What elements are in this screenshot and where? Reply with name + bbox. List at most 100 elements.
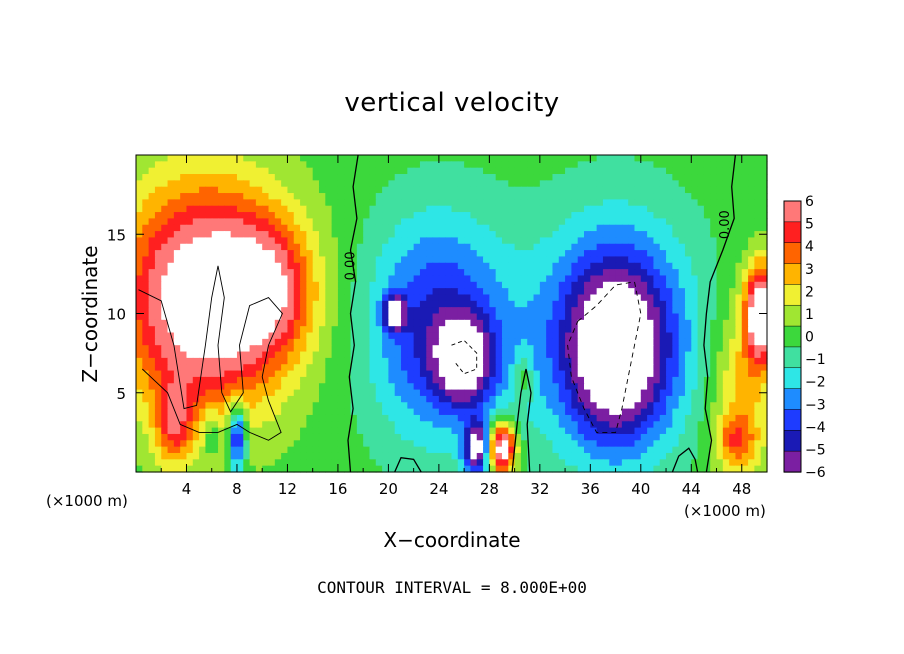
heat-cell	[413, 155, 421, 162]
heat-cell	[363, 218, 371, 226]
heat-cell	[224, 307, 232, 315]
heat-cell	[602, 193, 610, 200]
heat-cell	[230, 345, 238, 353]
heat-cell	[716, 319, 724, 327]
heat-cell	[653, 300, 661, 308]
heat-cell	[666, 376, 673, 384]
heat-cell	[325, 186, 333, 194]
heat-cell	[527, 212, 535, 219]
heat-cell	[388, 389, 396, 397]
heat-cell	[546, 307, 554, 315]
heat-cell	[293, 288, 301, 296]
heat-cell	[382, 345, 389, 353]
heat-cell	[173, 440, 181, 448]
heat-cell	[142, 237, 150, 245]
heat-cell	[653, 212, 661, 219]
heat-cell	[369, 345, 377, 353]
heat-cell	[230, 224, 238, 232]
heat-cell	[722, 212, 730, 219]
heat-cell	[508, 300, 516, 308]
heat-cell	[602, 440, 610, 448]
heat-cell	[249, 446, 257, 454]
heat-cell	[464, 231, 472, 239]
heat-cell	[148, 307, 156, 315]
heat-cell	[520, 440, 528, 448]
heat-cell	[470, 433, 478, 441]
heat-cell	[136, 161, 143, 169]
heat-cell	[445, 250, 453, 258]
heat-cell	[438, 446, 446, 454]
heat-cell	[407, 167, 415, 175]
heat-cell	[413, 326, 421, 334]
heat-cell	[426, 307, 434, 315]
heat-cell	[413, 345, 421, 353]
heat-cell	[678, 376, 686, 384]
heat-cell	[546, 294, 554, 302]
heat-cell	[148, 383, 156, 391]
heat-cell	[432, 199, 440, 207]
heat-cell	[634, 212, 642, 219]
heat-cell	[173, 332, 181, 340]
heat-cell	[552, 294, 560, 302]
heat-cell	[293, 402, 301, 410]
heat-cell	[697, 300, 705, 308]
heat-cell	[413, 307, 421, 315]
heat-cell	[501, 186, 509, 194]
heat-cell	[691, 357, 699, 365]
heat-cell	[697, 205, 705, 213]
heat-cell	[495, 262, 503, 270]
heat-cell	[312, 155, 320, 162]
heat-cell	[180, 345, 188, 353]
heat-cell	[520, 402, 528, 410]
heat-cell	[621, 427, 629, 435]
heat-cell	[539, 275, 547, 283]
heat-cell	[262, 180, 270, 188]
heat-cell	[413, 414, 421, 422]
heat-cell	[407, 338, 415, 346]
heat-cell	[218, 193, 225, 200]
heat-cell	[615, 408, 623, 416]
heat-cell	[590, 212, 598, 219]
heat-cell	[615, 212, 623, 219]
heat-cell	[533, 275, 541, 283]
heat-cell	[306, 307, 314, 315]
heat-cell	[192, 281, 200, 289]
heat-cell	[230, 452, 238, 460]
heat-cell	[318, 307, 326, 315]
heat-cell	[306, 408, 314, 416]
heat-cell	[230, 218, 238, 226]
heat-cell	[584, 180, 591, 188]
heat-cell	[218, 433, 225, 441]
heat-cell	[173, 307, 181, 315]
heat-cell	[293, 275, 301, 283]
heat-cell	[659, 262, 667, 270]
heat-cell	[306, 395, 314, 403]
heat-cell	[697, 193, 705, 200]
heat-cell	[236, 376, 244, 384]
heat-cell	[205, 357, 213, 365]
heat-cell	[722, 357, 730, 365]
heat-cell	[180, 174, 188, 181]
heat-cell	[249, 294, 257, 302]
heat-cell	[344, 338, 352, 346]
heat-cell	[735, 421, 743, 429]
heat-cell	[710, 370, 718, 378]
heat-cell	[300, 161, 307, 169]
heat-cell	[432, 357, 440, 365]
heat-cell	[558, 319, 566, 327]
heat-cell	[192, 440, 200, 448]
heat-cell	[287, 186, 295, 194]
heat-cell	[672, 370, 680, 378]
heat-cell	[312, 332, 320, 340]
heat-cell	[710, 231, 718, 239]
heat-cell	[363, 319, 371, 327]
heat-cell	[697, 294, 705, 302]
heat-cell	[375, 357, 383, 365]
heat-cell	[337, 155, 345, 162]
heat-cell	[262, 212, 270, 219]
heat-cell	[167, 351, 175, 359]
heat-cell	[741, 186, 749, 194]
heat-cell	[136, 224, 143, 232]
heat-cell	[375, 275, 383, 283]
heat-cell	[520, 193, 528, 200]
